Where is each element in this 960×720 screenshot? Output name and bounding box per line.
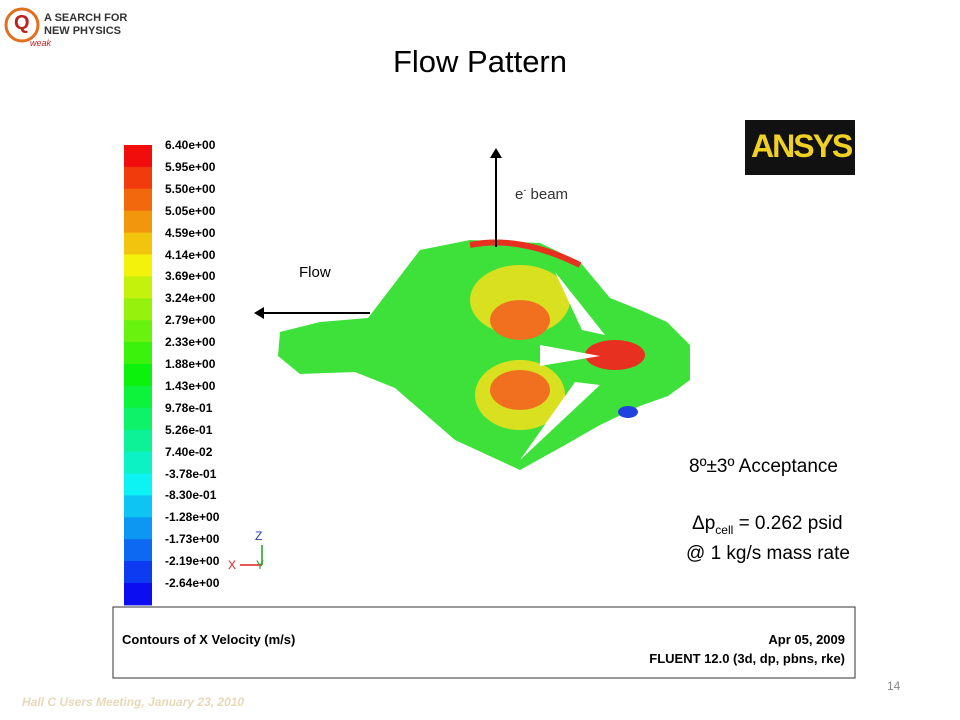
page-number: 14 <box>887 679 901 693</box>
colorbar-label: 3.69e+00 <box>165 269 216 284</box>
dp: Δp <box>692 513 716 534</box>
color-swatch <box>124 364 152 387</box>
colorbar-label: -2.64e+00 <box>165 576 220 590</box>
flow-domain <box>278 239 690 470</box>
beam-text: beam <box>530 186 569 203</box>
color-swatch <box>124 517 152 540</box>
colorbar-label: 2.79e+00 <box>165 313 216 328</box>
beam-e: e <box>515 186 524 203</box>
logo-text: A SEARCH FOR <box>44 12 128 24</box>
color-swatch <box>124 276 152 299</box>
domain-body <box>278 240 690 470</box>
contour <box>490 300 550 340</box>
footer-box <box>112 606 856 679</box>
color-swatch <box>124 166 152 190</box>
hole <box>540 345 600 366</box>
colorbar-label: 5.05e+00 <box>165 203 216 218</box>
colorbar-label: 6.40e+00 <box>165 138 216 152</box>
colorbar-label: 5.26e-01 <box>165 422 213 437</box>
color-swatch <box>124 342 152 365</box>
color-swatch <box>124 210 152 234</box>
logo-ring <box>4 7 40 43</box>
contour-version: FLUENT 12.0 (3d, dp, pbns, rke) <box>649 651 845 666</box>
color-swatch <box>124 320 152 343</box>
color-swatch <box>124 298 152 321</box>
color-swatch <box>124 539 152 562</box>
color-swatch <box>124 385 152 409</box>
colorbar-label: 1.43e+00 <box>165 378 216 393</box>
beam-label: e- beam <box>515 185 568 203</box>
arrow-head <box>490 148 502 158</box>
axis-y-label: Y <box>256 558 265 572</box>
logo-text: NEW PHYSICS <box>44 25 122 37</box>
pressure-drop: Δpcell = 0.262 psid <box>692 513 843 537</box>
color-swatch <box>124 561 152 584</box>
colorbar-label: 4.14e+00 <box>165 247 216 262</box>
colorbar-label: 7.40e-02 <box>165 444 213 459</box>
ansys-logo <box>745 120 855 175</box>
contour <box>469 239 582 268</box>
slide-title: Flow Pattern <box>392 44 567 79</box>
logo-q: Q <box>14 12 30 34</box>
colorbar-label: 5.95e+00 <box>165 159 216 174</box>
color-swatch <box>124 451 152 474</box>
acceptance: 8º±3º Acceptance <box>689 456 838 477</box>
mass-rate: @ 1 kg/s mass rate <box>686 543 850 564</box>
colorbar-label: 4.59e+00 <box>165 225 216 240</box>
ansys-text: ANSYS <box>751 128 853 164</box>
hole <box>520 382 600 460</box>
color-swatch <box>124 429 152 453</box>
beam-sup: - <box>523 185 527 195</box>
flow-label: Flow <box>299 264 331 281</box>
axis-z: Z <box>255 529 263 543</box>
color-swatch <box>124 145 152 168</box>
hole <box>555 272 605 335</box>
color-swatch <box>124 473 152 496</box>
color-swatch <box>124 188 152 212</box>
contour <box>585 340 645 370</box>
dp-value: = 0.262 psid <box>738 513 843 534</box>
colorbar-label: -3.78e-01 <box>165 466 217 481</box>
color-swatch <box>124 254 152 277</box>
color-swatch <box>124 407 152 431</box>
colorbar-label: -1.28e+00 <box>165 510 220 525</box>
colorbar-label: 3.24e+00 <box>165 291 216 306</box>
arrow-head <box>254 307 264 319</box>
color-swatch <box>124 495 152 518</box>
colorbar-label: 9.78e-01 <box>165 400 213 415</box>
colorbar-label: -8.30e-01 <box>165 488 217 503</box>
color-swatch <box>124 583 152 606</box>
colorbar-label: 5.50e+00 <box>165 181 216 196</box>
footer-text: Hall C Users Meeting, January 23, 2010 <box>22 695 245 709</box>
colorbar-label: 1.88e+00 <box>165 357 216 371</box>
colorbar-label: -2.19e+00 <box>165 554 220 569</box>
logo-weak: weak <box>30 38 52 48</box>
contour-caption: Contours of X Velocity (m/s) <box>122 632 296 647</box>
contour-date: Apr 05, 2009 <box>768 632 845 647</box>
colorbar-label: -1.73e+00 <box>165 532 220 547</box>
contour <box>490 370 550 410</box>
contour <box>618 406 638 418</box>
axis-x-label: X <box>228 558 237 572</box>
dp-sub: cell <box>715 522 734 537</box>
colorbar-label: 2.33e+00 <box>165 335 216 350</box>
color-swatch <box>124 232 152 255</box>
